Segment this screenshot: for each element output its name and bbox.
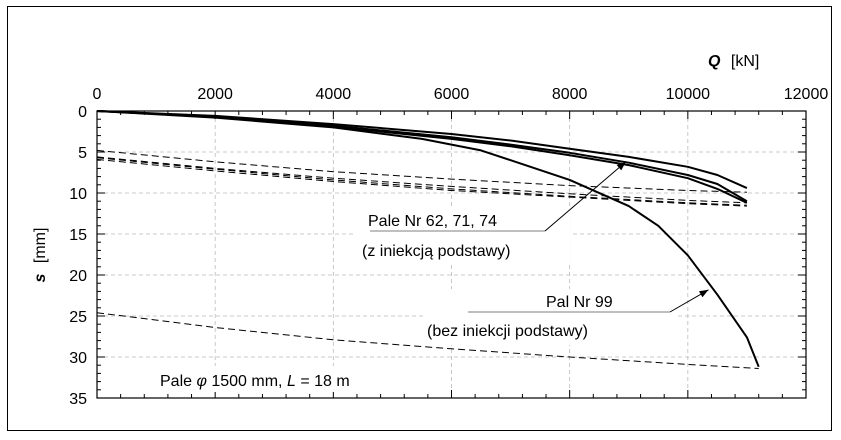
footnote-suffix: = 18 m xyxy=(300,373,349,390)
annotation-2-bg xyxy=(426,289,676,345)
y-tick-label: 30 xyxy=(69,350,87,367)
y-tick-label: 25 xyxy=(69,309,87,326)
footnote: Pale φ 1500 mm, L = 18 m xyxy=(110,366,410,392)
y-tick-label: 0 xyxy=(78,104,87,121)
y-axis-symbol: s xyxy=(32,273,49,282)
annotation-pile-99: Pal Nr 99 (bez iniekcji podstawy) xyxy=(426,289,709,345)
annotation-piles-62-71-74: Pale Nr 62, 71, 74 (z iniekcją podstawy) xyxy=(355,161,627,264)
series-group xyxy=(96,110,760,369)
footnote-bg xyxy=(110,366,410,392)
y-axis-title: s [mm] xyxy=(32,228,49,283)
tick-labels: 0 2000 4000 6000 8000 10000 12000 0 5 10 15 20 25 30 3… xyxy=(69,86,828,408)
x-tick-label: 8000 xyxy=(552,86,588,103)
y-tick-label: 5 xyxy=(78,145,87,162)
annotation-2-line1: Pal Nr 99 xyxy=(546,294,613,311)
unload-curve-4 xyxy=(96,149,747,193)
y-tick-label: 35 xyxy=(69,391,87,408)
x-tick-label: 4000 xyxy=(316,86,352,103)
unload-curve-5 xyxy=(96,156,747,204)
y-axis-unit: [mm] xyxy=(32,228,49,264)
x-tick-label: 2000 xyxy=(197,86,233,103)
load-curve-3 xyxy=(96,110,760,368)
annotation-1-bg xyxy=(355,206,570,264)
axis-ticks xyxy=(96,110,807,399)
annotation-2-arrowhead xyxy=(698,289,709,298)
footnote-L: L xyxy=(287,373,296,390)
x-axis-title: Q [kN] xyxy=(708,53,759,70)
x-tick-label: 10000 xyxy=(666,86,711,103)
footnote-middle: 1500 mm, xyxy=(211,373,287,390)
annotation-2-line2: (bez iniekcji podstawy) xyxy=(427,323,588,340)
annotation-1-line1: Pale Nr 62, 71, 74 xyxy=(368,213,497,230)
x-axis-unit: [kN] xyxy=(731,53,759,70)
annotation-1-arrowhead xyxy=(616,161,626,171)
y-tick-label: 20 xyxy=(69,268,87,285)
unload-curve-7 xyxy=(96,157,747,206)
unload-curve-8 xyxy=(96,312,759,369)
grid xyxy=(97,111,806,398)
x-tick-label: 0 xyxy=(93,86,102,103)
y-tick-label: 15 xyxy=(69,227,87,244)
footnote-prefix: Pale xyxy=(160,373,196,390)
annotation-1-line2: (z iniekcją podstawy) xyxy=(362,243,511,260)
y-tick-label: 10 xyxy=(69,186,87,203)
x-axis-symbol: Q xyxy=(708,53,721,70)
unload-curve-6 xyxy=(96,158,747,207)
x-tick-label: 12000 xyxy=(784,86,829,103)
annotation-1-arrow xyxy=(544,161,627,232)
footnote-phi: φ xyxy=(196,373,206,390)
load-curve-0 xyxy=(96,110,748,190)
load-curve-1 xyxy=(96,110,748,203)
x-tick-label: 6000 xyxy=(434,86,470,103)
footnote-text: Pale φ 1500 mm, L = 18 m xyxy=(160,373,350,390)
